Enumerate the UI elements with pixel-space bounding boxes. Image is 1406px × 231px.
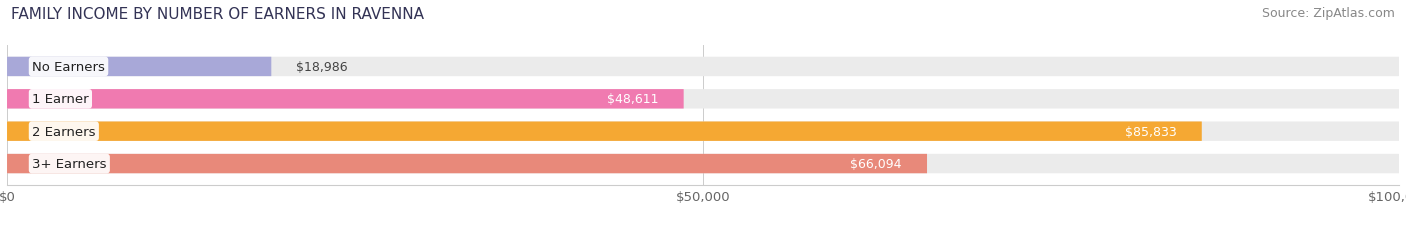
Text: $66,094: $66,094 [851, 157, 903, 170]
Text: No Earners: No Earners [32, 61, 105, 74]
FancyBboxPatch shape [7, 58, 1399, 77]
FancyBboxPatch shape [7, 154, 1399, 173]
Text: Source: ZipAtlas.com: Source: ZipAtlas.com [1261, 7, 1395, 20]
Text: $85,833: $85,833 [1125, 125, 1177, 138]
Text: 2 Earners: 2 Earners [32, 125, 96, 138]
Text: $18,986: $18,986 [297, 61, 347, 74]
Text: 3+ Earners: 3+ Earners [32, 157, 107, 170]
FancyBboxPatch shape [7, 154, 927, 173]
FancyBboxPatch shape [7, 58, 271, 77]
FancyBboxPatch shape [7, 122, 1399, 141]
Text: FAMILY INCOME BY NUMBER OF EARNERS IN RAVENNA: FAMILY INCOME BY NUMBER OF EARNERS IN RA… [11, 7, 425, 22]
Text: 1 Earner: 1 Earner [32, 93, 89, 106]
Text: $48,611: $48,611 [607, 93, 658, 106]
FancyBboxPatch shape [7, 122, 1202, 141]
FancyBboxPatch shape [7, 90, 1399, 109]
FancyBboxPatch shape [7, 90, 683, 109]
